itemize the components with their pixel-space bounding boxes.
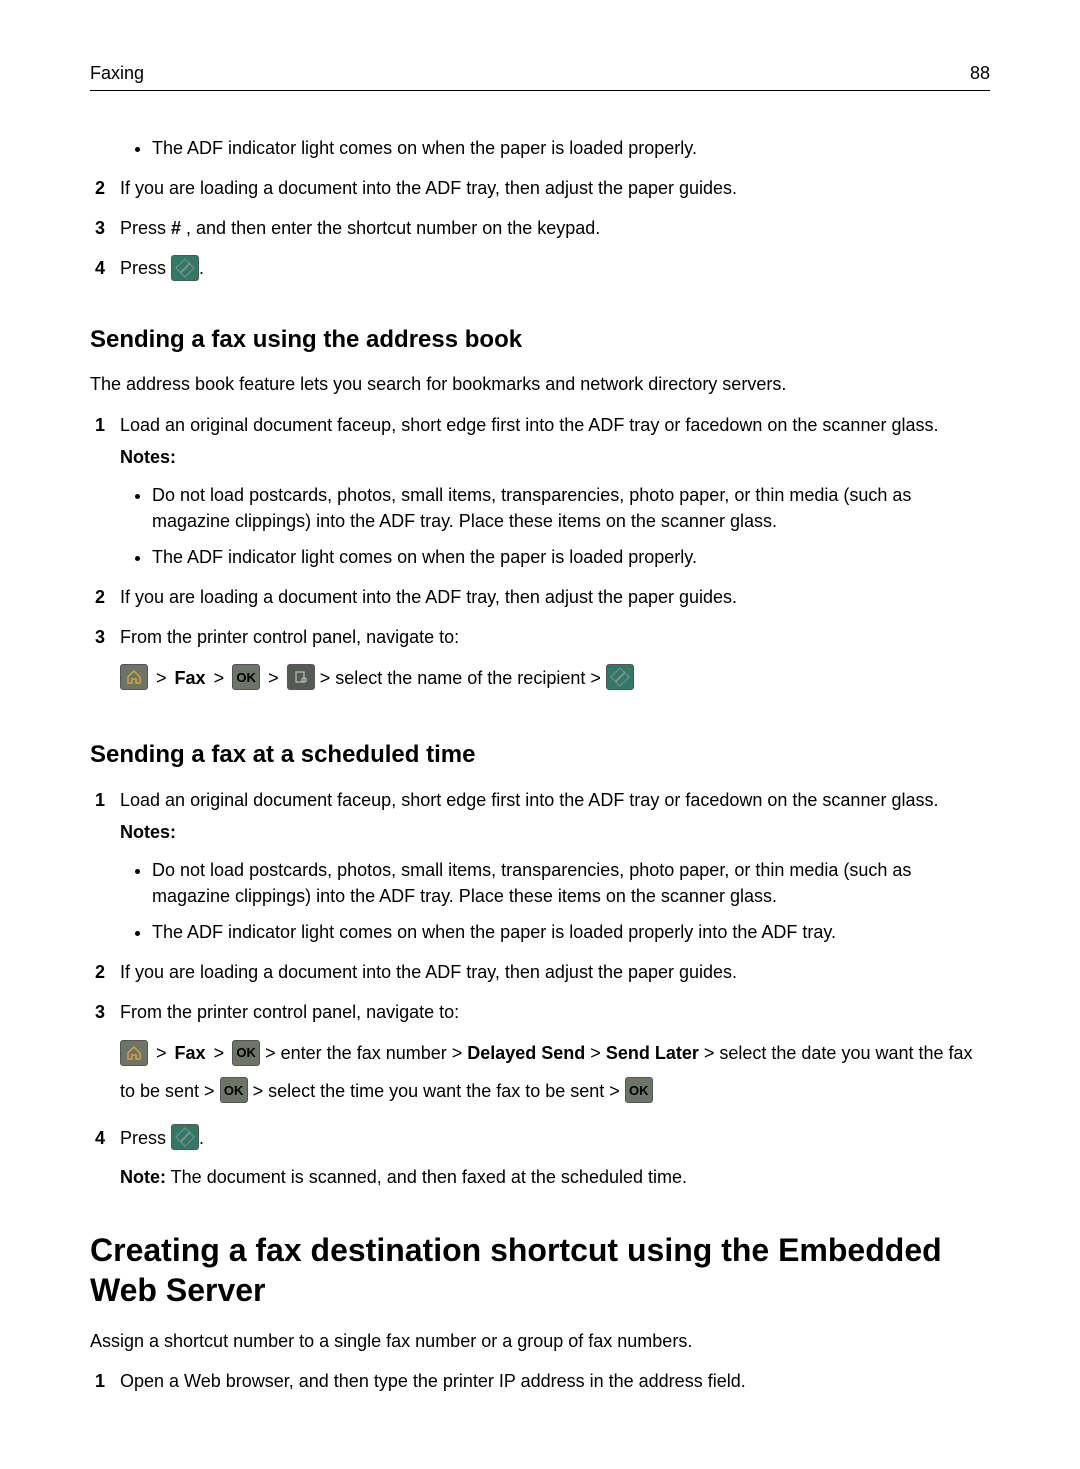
nav-sequence: > Fax > OK > enter the fax number > Dela… <box>120 1035 990 1111</box>
top-bullet-list: The ADF indicator light comes on when th… <box>152 135 990 161</box>
start-diamond-icon <box>606 664 634 690</box>
nav-sendlater: Send Later <box>606 1043 699 1063</box>
list-item: The ADF indicator light comes on when th… <box>152 135 990 161</box>
heading-web-server: Creating a fax destination shortcut usin… <box>90 1230 990 1310</box>
top-steps: 2 If you are loading a document into the… <box>90 175 990 282</box>
home-icon <box>120 1040 148 1066</box>
inline-note: Note: The document is scanned, and then … <box>120 1164 990 1190</box>
start-diamond-icon <box>171 1124 199 1150</box>
home-icon <box>120 664 148 690</box>
heading-scheduled-time: Sending a fax at a scheduled time <box>90 738 990 773</box>
sectionB-steps: 1 Load an original document faceup, shor… <box>90 787 990 1191</box>
step-1: 1 Open a Web browser, and then type the … <box>90 1368 990 1394</box>
note-text: The document is scanned, and then faxed … <box>166 1167 687 1187</box>
nav-fax: Fax <box>175 668 206 688</box>
step-text: Load an original document faceup, short … <box>120 415 938 435</box>
nav-fax: Fax <box>175 1043 206 1063</box>
nav-mid3: > select the time you want the fax to be… <box>248 1081 625 1101</box>
list-item: Do not load postcards, photos, small ite… <box>152 857 990 909</box>
step-text-suffix: , and then enter the shortcut number on … <box>181 218 600 238</box>
step-text: Load an original document faceup, short … <box>120 790 938 810</box>
ok-icon: OK <box>232 664 260 690</box>
step-1: 1 Load an original document faceup, shor… <box>90 787 990 945</box>
list-item: The ADF indicator light comes on when th… <box>152 919 990 945</box>
list-item: The ADF indicator light comes on when th… <box>152 544 990 570</box>
search-icon <box>287 664 315 690</box>
ok-icon: OK <box>625 1077 653 1103</box>
ok-icon: OK <box>220 1077 248 1103</box>
notes-list: Do not load postcards, photos, small ite… <box>152 482 990 570</box>
notes-list: Do not load postcards, photos, small ite… <box>152 857 990 945</box>
step-text-prefix: Press <box>120 1128 171 1148</box>
notes-label: Notes: <box>120 819 990 845</box>
step-3: 3 Press # , and then enter the shortcut … <box>90 215 990 241</box>
page-header: Faxing 88 <box>90 60 990 91</box>
list-item: Do not load postcards, photos, small ite… <box>152 482 990 534</box>
step-text-prefix: Press <box>120 258 171 278</box>
step-4: 4 Press . Note: The document is scanned,… <box>90 1125 990 1190</box>
step-3: 3 From the printer control panel, naviga… <box>90 999 990 1111</box>
step-text: Open a Web browser, and then type the pr… <box>120 1371 746 1391</box>
step-4: 4 Press . <box>90 255 990 282</box>
intro-text: Assign a shortcut number to a single fax… <box>90 1328 990 1354</box>
start-diamond-icon <box>171 255 199 281</box>
step-text-suffix: . <box>199 258 204 278</box>
nav-delayed: Delayed Send <box>467 1043 585 1063</box>
step-text: If you are loading a document into the A… <box>120 178 737 198</box>
intro-text: The address book feature lets you search… <box>90 371 990 397</box>
step-3: 3 From the printer control panel, naviga… <box>90 624 990 698</box>
step-2: 2 If you are loading a document into the… <box>90 584 990 610</box>
nav-select-text: > select the name of the recipient > <box>320 668 606 688</box>
ok-icon: OK <box>232 1040 260 1066</box>
notes-label: Notes: <box>120 444 990 470</box>
step-text-suffix: . <box>199 1128 204 1148</box>
nav-mid1: > enter the fax number > <box>260 1043 467 1063</box>
step-1: 1 Load an original document faceup, shor… <box>90 412 990 570</box>
header-page-number: 88 <box>970 60 990 86</box>
note-label: Note: <box>120 1167 166 1187</box>
heading-address-book: Sending a fax using the address book <box>90 323 990 358</box>
step-text-prefix: Press <box>120 218 171 238</box>
step-text: From the printer control panel, navigate… <box>120 627 459 647</box>
header-section: Faxing <box>90 60 144 86</box>
step-2: 2 If you are loading a document into the… <box>90 959 990 985</box>
step-text: From the printer control panel, navigate… <box>120 1002 459 1022</box>
step-text: If you are loading a document into the A… <box>120 962 737 982</box>
step-text: If you are loading a document into the A… <box>120 587 737 607</box>
sectionC-steps: 1 Open a Web browser, and then type the … <box>90 1368 990 1394</box>
nav-sequence: > Fax > OK > > select the name of the re… <box>120 660 990 698</box>
sectionA-steps: 1 Load an original document faceup, shor… <box>90 412 990 698</box>
step-2: 2 If you are loading a document into the… <box>90 175 990 201</box>
hash-key: # <box>171 218 181 238</box>
